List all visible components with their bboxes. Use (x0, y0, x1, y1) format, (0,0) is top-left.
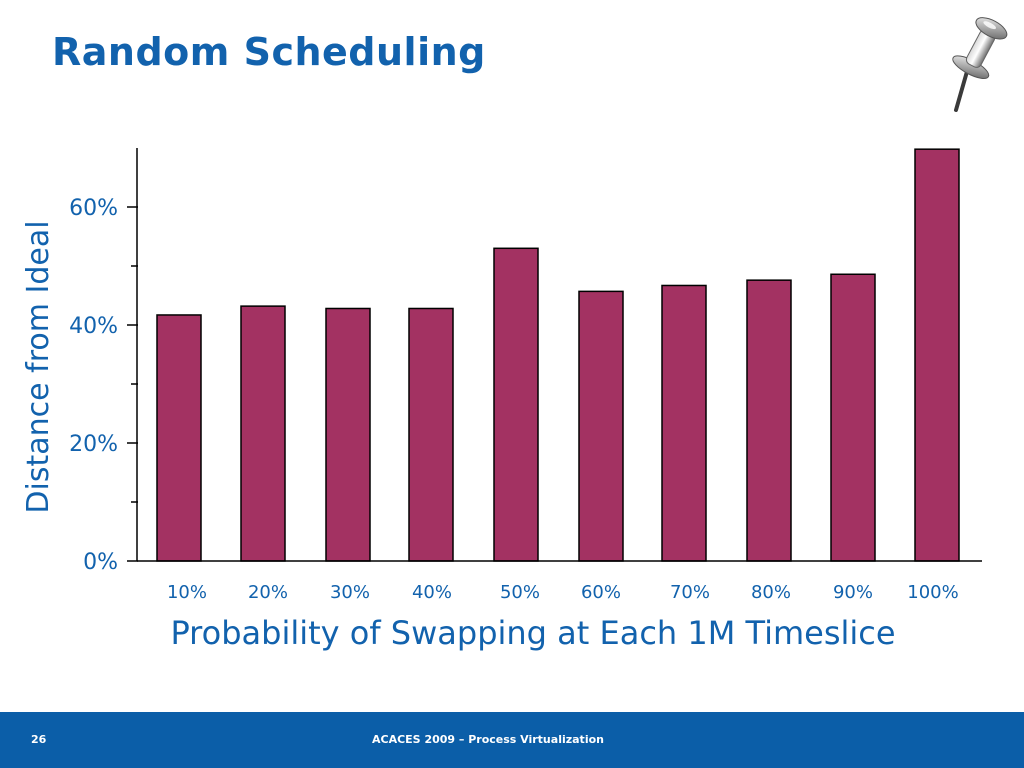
y-axis-title: Distance from Ideal (21, 220, 56, 513)
footer-bar: 26 ACACES 2009 – Process Virtualization (0, 712, 1024, 768)
bar-100% (914, 148, 960, 562)
y-tick-label: 60% (69, 196, 118, 221)
bar-30% (325, 307, 371, 562)
y-tick-label: 0% (83, 550, 118, 575)
x-tick-label: 30% (330, 582, 370, 603)
bar-chart: 0%20%40%60% 10% 20% 30% 40% 50% 60% 70% 80% 90% 1… (21, 148, 982, 652)
x-tick-label: 20% (248, 582, 288, 603)
bar-10% (156, 314, 202, 562)
y-tick-label: 20% (69, 432, 118, 457)
bar-80% (746, 279, 792, 562)
bars-group (156, 148, 960, 562)
bar-40% (408, 307, 454, 562)
page-number: 26 (31, 733, 47, 746)
x-tick-label: 70% (670, 582, 710, 603)
x-tick-labels-group: 10% 20% 30% 40% 50% 60% 70% 80% 90% 100% (167, 582, 959, 603)
x-tick-label: 80% (751, 582, 791, 603)
x-tick-label: 50% (500, 582, 540, 603)
y-tick-label: 40% (69, 314, 118, 339)
footer-text: ACACES 2009 – Process Virtualization (372, 733, 604, 746)
bar-60% (578, 290, 624, 562)
slide-title: Random Scheduling (52, 30, 486, 74)
bar-50% (493, 247, 539, 562)
bar-90% (830, 273, 876, 562)
y-ticks-group: 0% 20% 40% 60% (69, 196, 138, 575)
x-tick-label: 40% (412, 582, 452, 603)
bar-20% (240, 305, 286, 562)
x-tick-label: 100% (907, 582, 958, 603)
bar-70% (661, 284, 707, 562)
x-tick-label: 60% (581, 582, 621, 603)
x-axis-title: Probability of Swapping at Each 1M Times… (170, 614, 895, 652)
pushpin-icon (952, 17, 1008, 112)
x-tick-label: 10% (167, 582, 207, 603)
x-tick-label: 90% (833, 582, 873, 603)
